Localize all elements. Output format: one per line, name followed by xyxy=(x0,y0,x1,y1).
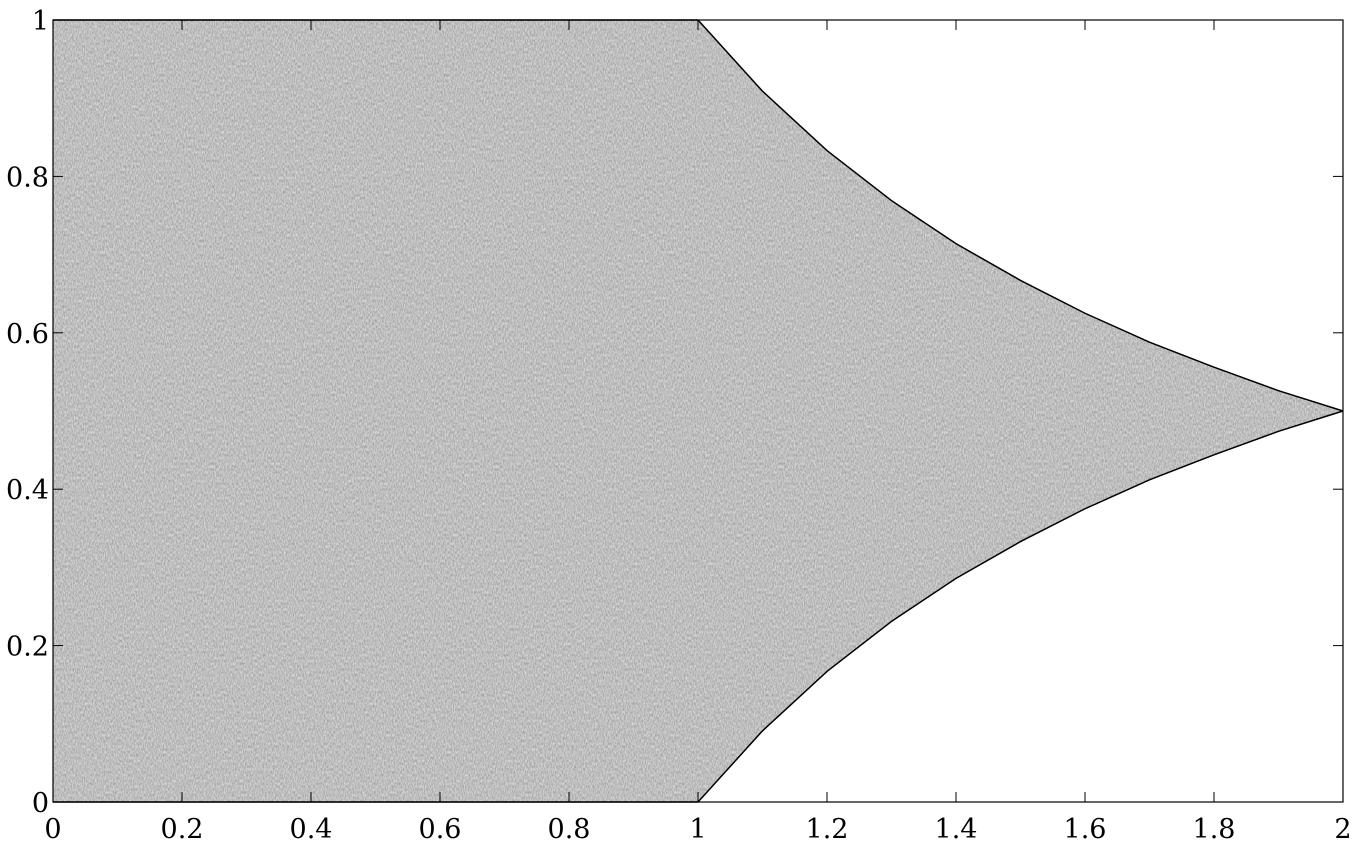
x-tick-label: 1.4 xyxy=(935,814,978,845)
y-tick-label: 0.8 xyxy=(6,162,49,193)
y-tick-label: 1 xyxy=(32,6,49,37)
x-tick-label: 1.6 xyxy=(1064,814,1107,845)
y-tick-label: 0.2 xyxy=(6,632,49,663)
area-texture xyxy=(53,20,1343,802)
x-tick-label: 0.8 xyxy=(548,814,591,845)
x-tick-label: 0.2 xyxy=(161,814,204,845)
x-tick-label: 2 xyxy=(1334,814,1351,845)
x-tick-label: 0.6 xyxy=(419,814,462,845)
y-tick-label: 0.4 xyxy=(6,475,49,506)
x-tick-label: 1 xyxy=(689,814,706,845)
x-tick-label: 1.8 xyxy=(1193,814,1236,845)
y-tick-label: 0.6 xyxy=(6,319,49,350)
x-tick-label: 0.4 xyxy=(290,814,333,845)
x-tick-label: 1.2 xyxy=(806,814,849,845)
y-tick-label: 0 xyxy=(32,788,49,819)
x-tick-label: 0 xyxy=(44,814,61,845)
